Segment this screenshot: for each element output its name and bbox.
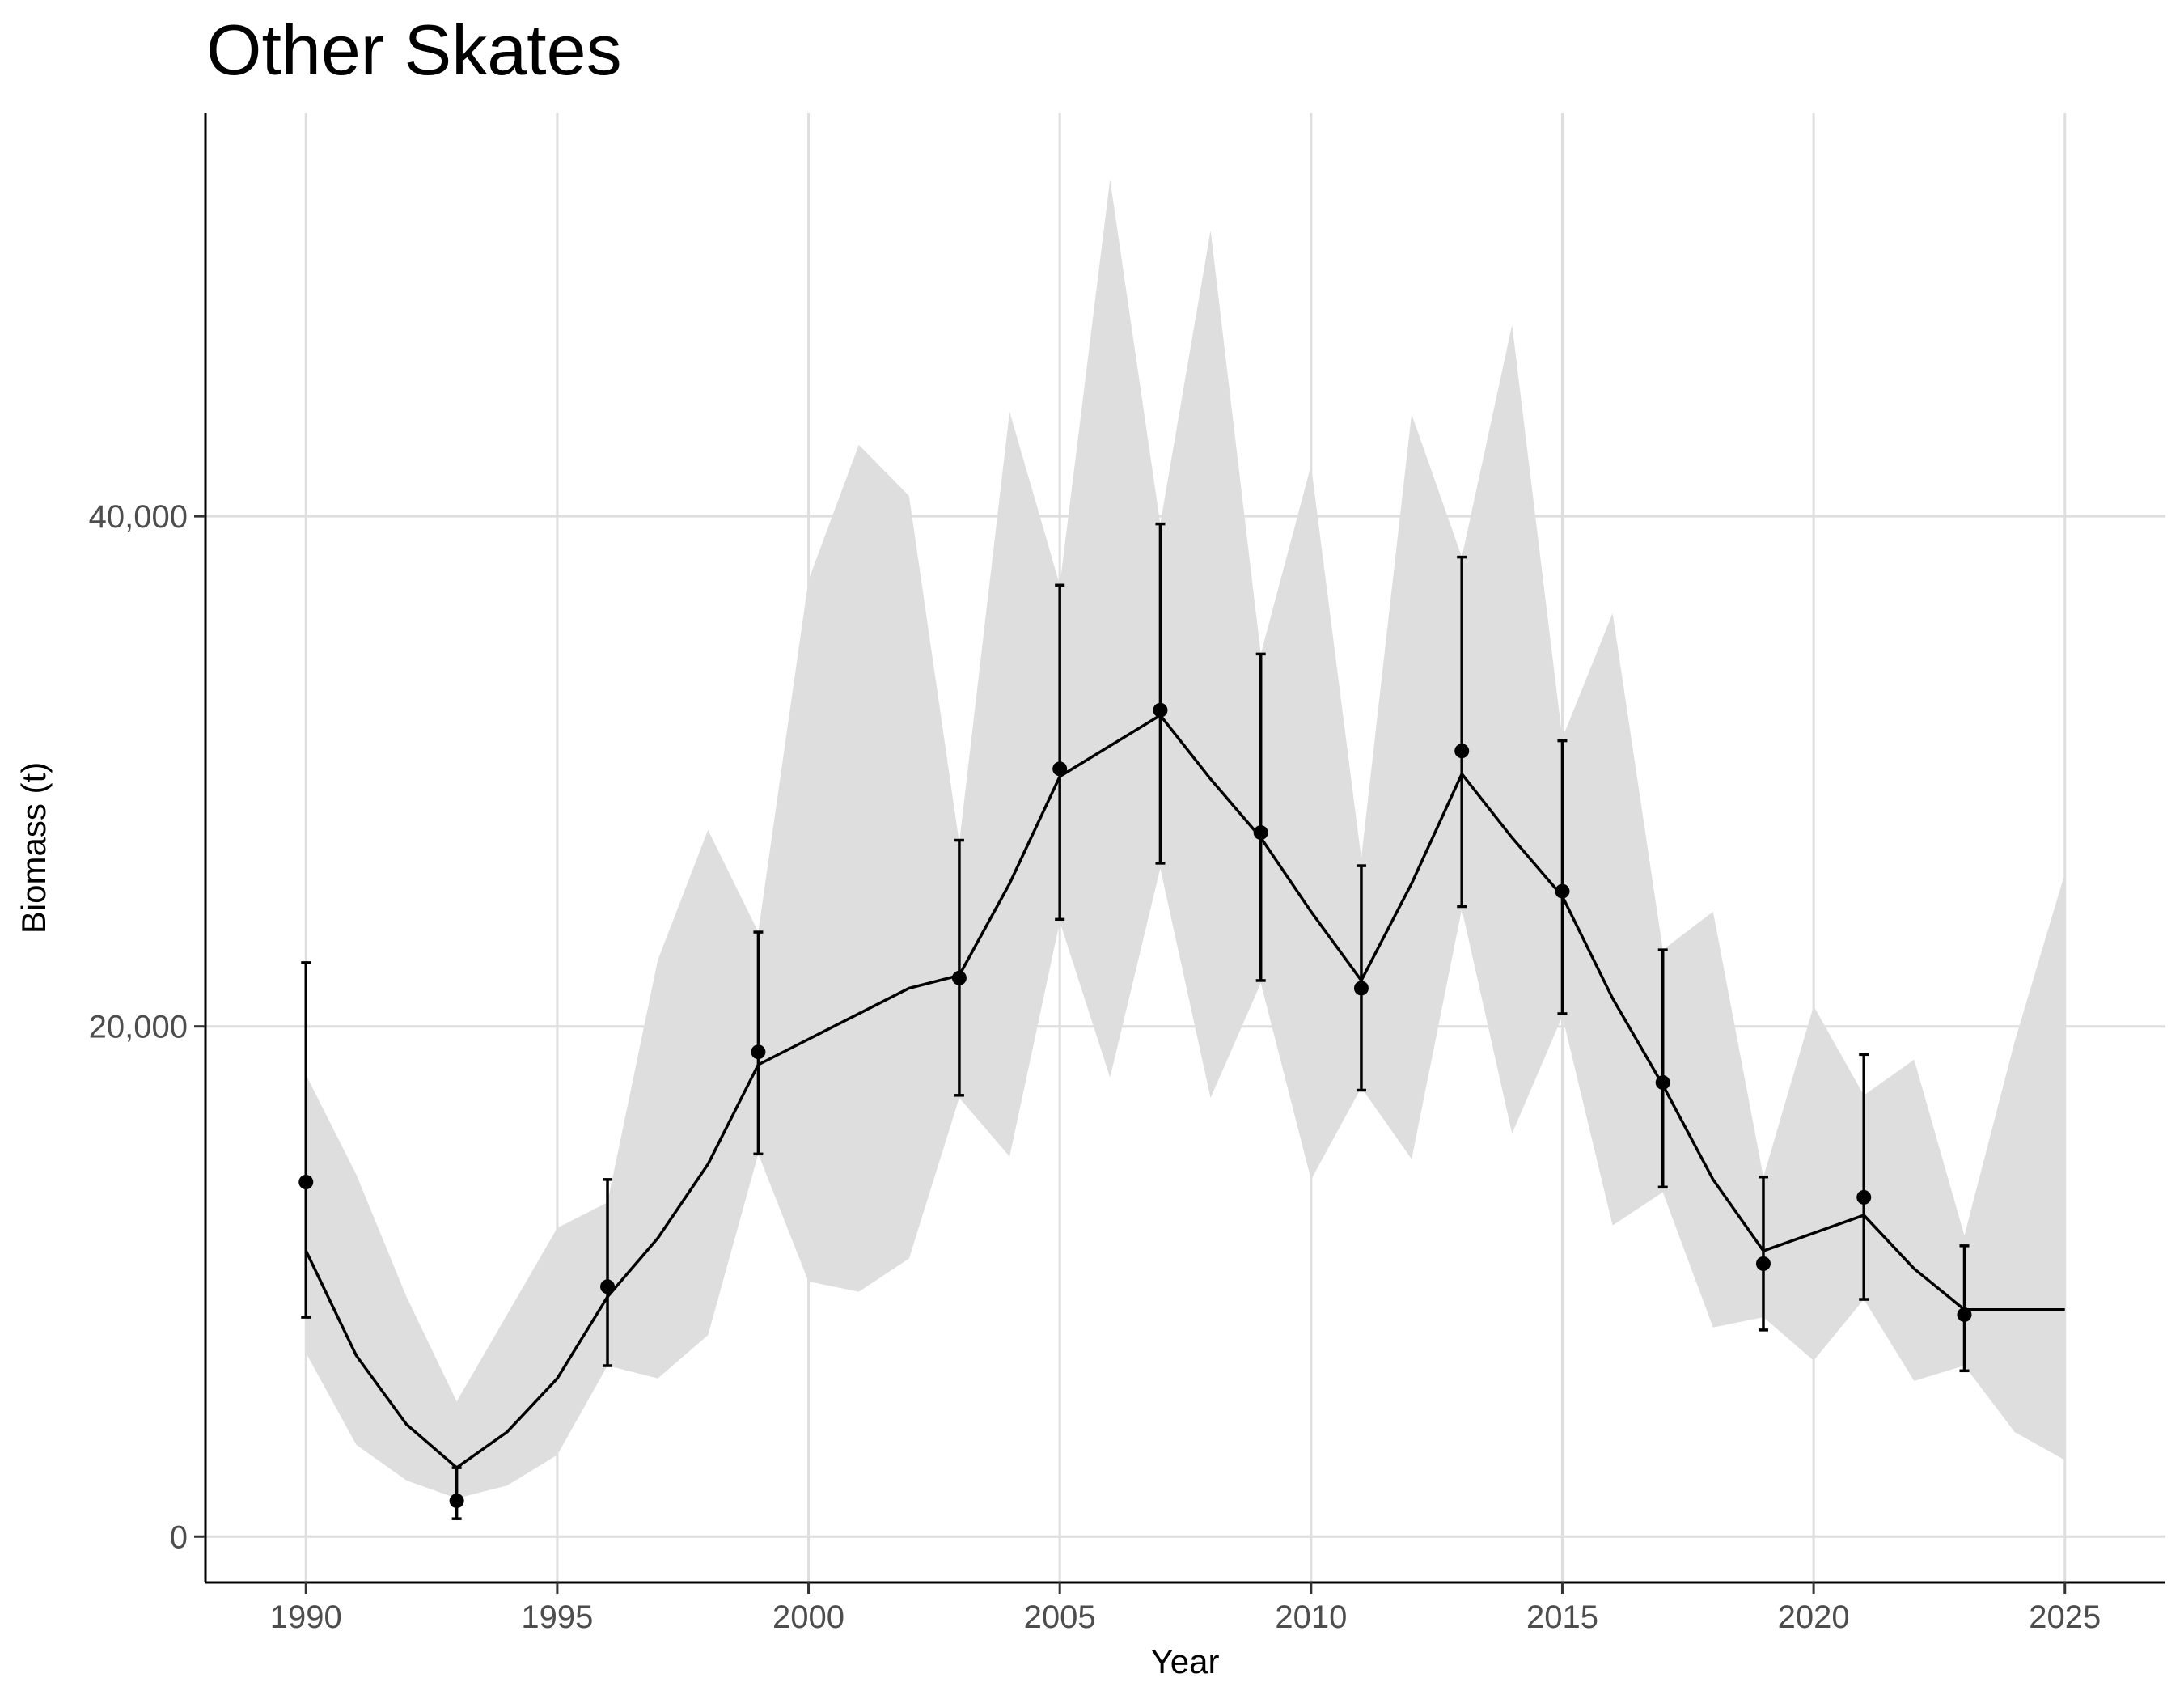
confidence-band: [306, 180, 2065, 1498]
survey-point: [1353, 981, 1369, 996]
x-tick-label: 2005: [1024, 1599, 1096, 1635]
error-bar: [1457, 555, 1467, 909]
survey-point: [1655, 1075, 1670, 1091]
error-bar: [603, 1178, 613, 1367]
error-bar: [1859, 1053, 1869, 1301]
survey-point: [1052, 761, 1068, 777]
x-tick-label: 1995: [521, 1599, 593, 1635]
survey-point: [1555, 883, 1570, 899]
survey-point: [1957, 1307, 1972, 1322]
x-axis-ticks: 1990 1995 2000 2005 2010 2015 2020 2025: [270, 1582, 2101, 1635]
survey-point: [1153, 702, 1168, 718]
error-bar: [1055, 583, 1065, 922]
survey-points: [298, 702, 1972, 1509]
survey-point: [600, 1279, 616, 1294]
error-bar: [451, 1466, 462, 1520]
model-fit-line: [304, 714, 2065, 1469]
error-bar: [301, 961, 311, 1319]
x-tick-label: 1990: [270, 1599, 342, 1635]
error-bar: [954, 838, 964, 1097]
error-bar: [1657, 948, 1668, 1189]
x-tick-label: 2020: [1778, 1599, 1850, 1635]
x-tick-label: 2010: [1275, 1599, 1347, 1635]
survey-point: [1454, 744, 1470, 759]
x-tick-label: 2015: [1526, 1599, 1598, 1635]
error-bar: [1758, 1175, 1768, 1332]
ribbon-area: [306, 180, 2065, 1498]
error-bar: [1155, 522, 1166, 865]
survey-error-bars: [301, 522, 1970, 1520]
survey-point: [1755, 1256, 1771, 1271]
x-tick-label: 2000: [772, 1599, 844, 1635]
y-tick-label: 20,000: [89, 1010, 188, 1045]
y-axis-title: Biomass (t): [15, 762, 53, 934]
y-axis-ticks: 0 20,000 40,000: [89, 499, 205, 1555]
y-tick-label: 0: [170, 1519, 188, 1555]
survey-point: [1253, 825, 1268, 841]
axes: [204, 113, 2165, 1584]
survey-point: [751, 1044, 766, 1060]
error-bar: [753, 930, 764, 1156]
survey-point: [1856, 1189, 1872, 1205]
x-tick-label: 2025: [2029, 1599, 2101, 1635]
survey-point: [298, 1175, 314, 1190]
error-bar: [1356, 864, 1366, 1092]
x-axis-title: Year: [1151, 1642, 1220, 1680]
fit-line-path: [304, 714, 2065, 1469]
y-tick-label: 40,000: [89, 499, 188, 535]
survey-point: [449, 1494, 464, 1509]
error-bar: [1255, 652, 1266, 982]
error-bar: [1557, 739, 1568, 1015]
chart-title: Other Skates: [206, 10, 622, 90]
survey-point: [951, 970, 967, 985]
